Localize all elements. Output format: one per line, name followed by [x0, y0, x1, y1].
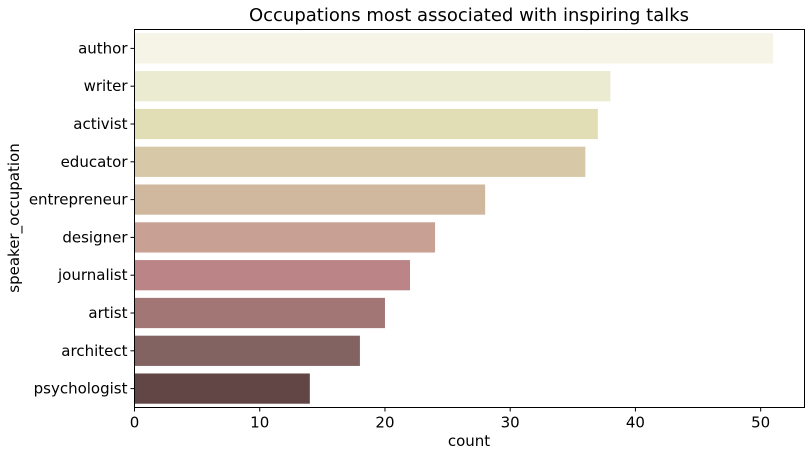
y-tick-label: architect	[61, 342, 127, 360]
bar-entrepreneur	[134, 184, 486, 215]
y-tick-label: activist	[73, 115, 127, 133]
plot-frame	[134, 29, 805, 408]
bar-activist	[134, 108, 598, 140]
bar-psychologist	[134, 373, 310, 404]
x-axis-label: count	[448, 432, 490, 450]
x-tick-label: 40	[626, 414, 645, 432]
y-tick-label: writer	[84, 77, 129, 95]
y-tick-label: psychologist	[34, 380, 128, 398]
bar-educator	[134, 146, 586, 177]
chart-title: Occupations most associated with inspiri…	[249, 5, 689, 26]
y-tick-label: journalist	[57, 266, 128, 284]
bar-author	[134, 33, 774, 64]
x-tick-label: 10	[250, 414, 269, 432]
y-ticks-group: author writer activist educator entrepreneur…	[29, 39, 135, 398]
bar-designer	[134, 222, 436, 253]
y-axis-label: speaker_occupation	[5, 143, 24, 292]
y-tick-label: designer	[62, 228, 128, 246]
bar-writer	[134, 71, 611, 102]
bars-group	[134, 33, 774, 404]
y-tick-label: artist	[88, 304, 127, 322]
x-tick-label: 20	[375, 414, 394, 432]
x-tick-label: 30	[501, 414, 520, 432]
y-tick-label: entrepreneur	[29, 191, 129, 209]
x-ticks-group: 0 10 20 30 40 50	[130, 407, 770, 432]
y-tick-label: educator	[61, 153, 129, 171]
y-tick-label: author	[78, 39, 128, 57]
bar-journalist	[134, 260, 411, 291]
bar-artist	[134, 297, 385, 329]
bar-architect	[134, 335, 360, 366]
x-tick-label: 0	[130, 414, 140, 432]
x-tick-label: 50	[751, 414, 770, 432]
